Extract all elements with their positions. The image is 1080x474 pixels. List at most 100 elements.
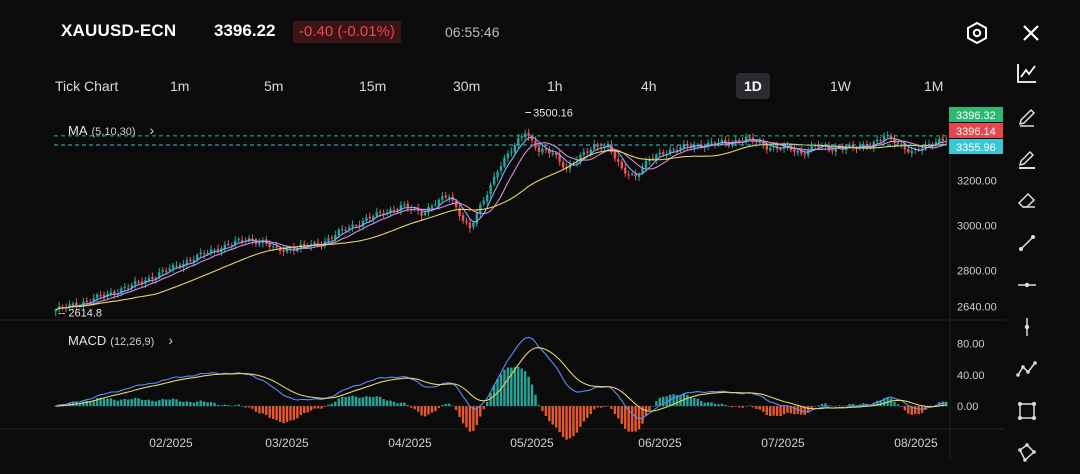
candle-body (344, 230, 347, 232)
date-tick-label: 06/2025 (638, 436, 682, 450)
candle-body (506, 153, 510, 159)
candle-body (403, 204, 406, 206)
date-tick-label: 07/2025 (761, 436, 805, 450)
candle-body (696, 144, 699, 146)
macd-histogram-bar (755, 406, 758, 409)
macd-histogram-bar (251, 406, 254, 409)
macd-histogram-bar (254, 406, 258, 412)
timeframe-15m[interactable]: 15m (359, 78, 387, 94)
candle-body (938, 138, 941, 144)
candle-body (582, 152, 586, 155)
macd-histogram-bar (624, 406, 627, 429)
timeframe-1m[interactable]: 1m (170, 78, 190, 94)
macd-histogram-bar (717, 404, 720, 407)
candle-body (879, 139, 882, 141)
candle-body (316, 243, 320, 245)
settings-hex-icon[interactable] (963, 19, 991, 47)
horizontal-line-icon[interactable] (1012, 270, 1042, 300)
candle-body (827, 145, 831, 151)
polyline-icon[interactable] (1012, 354, 1042, 384)
macd-histogram-bar (648, 406, 651, 411)
timeframe-4h[interactable]: 4h (641, 78, 657, 94)
candle-body (620, 161, 624, 169)
macd-histogram-bar (164, 399, 168, 407)
macd-histogram-bar (803, 406, 806, 415)
candle-body (206, 252, 209, 254)
candle-body (496, 171, 499, 178)
macd-histogram-bar (292, 406, 296, 421)
candle-body (903, 144, 907, 150)
trend-line-icon[interactable] (1012, 228, 1042, 258)
candle-body (520, 136, 523, 138)
chart-type-icon[interactable] (1012, 58, 1042, 88)
timeframe-1w[interactable]: 1W (830, 78, 851, 94)
ma-indicator-label[interactable]: MA (5,10,30) › (68, 122, 154, 138)
macd-indicator-label[interactable]: MACD (12,26,9) › (68, 332, 173, 348)
price-tick-label: 2800.00 (957, 266, 997, 278)
macd-histogram-bar (323, 406, 327, 407)
macd-histogram-bar (503, 369, 506, 407)
candle-body (389, 209, 392, 213)
macd-histogram-bar (133, 397, 137, 407)
candle-body (85, 300, 88, 302)
close-icon[interactable] (1017, 19, 1045, 47)
candle-body (71, 303, 75, 306)
candle-body (765, 144, 768, 150)
timeframe-1mo[interactable]: 1M (924, 78, 944, 94)
candle-body (641, 167, 644, 174)
macd-histogram-bar (434, 406, 437, 412)
timeframe-5m[interactable]: 5m (264, 78, 284, 94)
date-tick-label: 02/2025 (149, 436, 193, 450)
macd-name: MACD (68, 333, 107, 348)
ma-price-badge (949, 139, 1003, 154)
timeframe-30m[interactable]: 30m (453, 78, 481, 94)
macd-histogram-bar (741, 406, 744, 408)
candle-body (551, 153, 554, 155)
pencil-alt-icon[interactable] (1012, 144, 1042, 174)
current-price: 3396.22 (214, 21, 276, 40)
vertical-line-icon[interactable] (1012, 312, 1042, 342)
candle-body (251, 238, 254, 241)
macd-histogram-bar (589, 406, 592, 415)
macd-histogram-bar (827, 405, 831, 407)
macd-histogram-bar (282, 406, 285, 424)
macd-histogram-bar (769, 406, 772, 417)
candle-body (399, 205, 403, 211)
macd-histogram-bar (568, 406, 572, 439)
candle-body (444, 195, 447, 198)
candle-body (882, 136, 886, 141)
candle-body (748, 137, 751, 139)
macd-histogram-bar (551, 406, 554, 425)
candle-body (693, 145, 696, 149)
macd-histogram-bar (775, 406, 779, 416)
macd-histogram-bar (651, 405, 655, 407)
pencil-icon[interactable] (1012, 102, 1042, 132)
macd-histogram-bar (610, 406, 613, 409)
macd-histogram-bar (520, 368, 523, 407)
timeframe-1d[interactable]: 1D (736, 73, 770, 99)
macd-histogram-bar (92, 400, 95, 407)
chevron-right-icon[interactable]: › (168, 332, 173, 348)
pattern-icon[interactable] (1012, 438, 1042, 468)
candle-body (227, 243, 230, 246)
eraser-icon[interactable] (1012, 186, 1042, 216)
timeframe-tick[interactable]: Tick Chart (55, 78, 119, 94)
macd-histogram-bar (472, 406, 475, 431)
macd-histogram-bar (299, 406, 303, 416)
macd-histogram-bar (579, 406, 582, 427)
macd-histogram-bar (427, 406, 430, 415)
macd-histogram-bar (406, 405, 410, 407)
macd-histogram-bar (444, 403, 447, 407)
candle-body (589, 149, 592, 154)
timeframe-1h[interactable]: 1h (547, 78, 563, 94)
chevron-right-icon[interactable]: › (149, 122, 155, 138)
macd-histogram-bar (710, 402, 713, 407)
macd-histogram-bar (85, 400, 88, 407)
candle-body (461, 215, 465, 221)
candle-body (851, 145, 855, 147)
macd-histogram-bar (168, 399, 171, 407)
rectangle-icon[interactable] (1012, 396, 1042, 426)
macd-histogram-bar (696, 398, 699, 407)
macd-histogram-bar (451, 405, 454, 407)
